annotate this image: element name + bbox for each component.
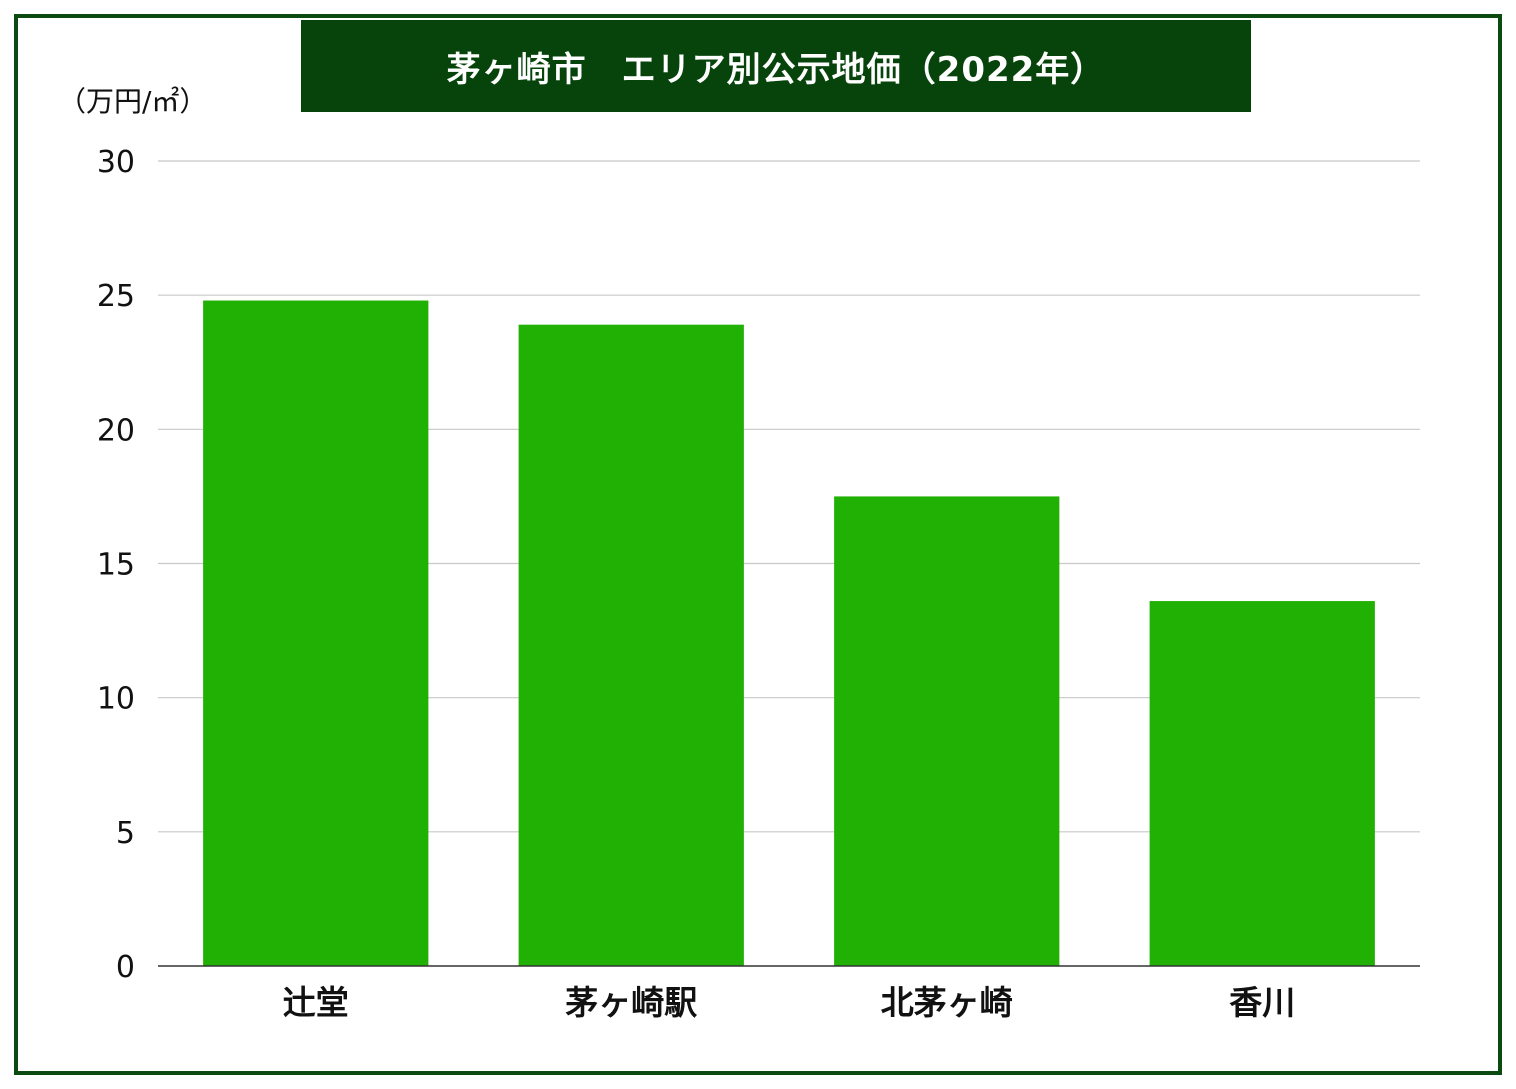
y-tick-label: 15 — [97, 548, 135, 583]
y-tick-label: 5 — [116, 816, 135, 851]
y-tick-label: 20 — [97, 413, 135, 448]
y-axis-unit-label: （万円/㎡） — [58, 85, 208, 118]
bar-4 — [1149, 601, 1375, 966]
bar-1 — [203, 300, 429, 966]
bar-3 — [834, 496, 1060, 966]
y-tick-label: 10 — [97, 682, 135, 717]
chart-title: 茅ヶ崎市 エリア別公示地価（2022年） — [301, 20, 1251, 112]
category-label: 茅ヶ崎駅 — [565, 983, 697, 1022]
y-tick-label: 0 — [116, 950, 135, 985]
category-label: 北茅ヶ崎 — [881, 983, 1013, 1022]
y-tick-labels: 0 5 10 15 20 25 30 — [97, 145, 135, 985]
y-tick-label: 30 — [97, 145, 135, 180]
category-label: 香川 — [1229, 983, 1295, 1022]
bar-2 — [518, 324, 744, 966]
category-labels: 辻堂 茅ヶ崎駅 北茅ヶ崎 香川 — [283, 983, 1296, 1022]
category-label: 辻堂 — [283, 983, 349, 1022]
bars — [203, 300, 1375, 966]
y-tick-label: 25 — [97, 279, 135, 314]
